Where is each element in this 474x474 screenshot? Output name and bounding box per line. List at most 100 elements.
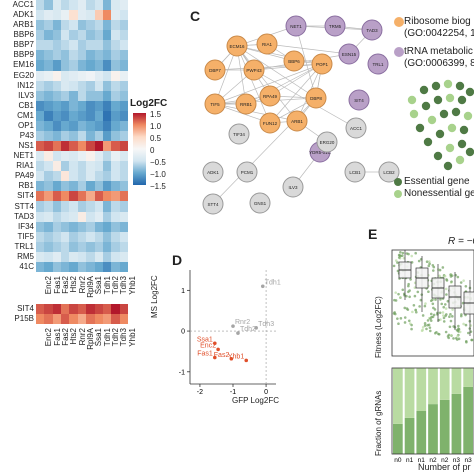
heatmap-cell <box>44 0 54 11</box>
essential-legend-dot <box>394 178 402 186</box>
e-fitness-point <box>407 282 410 286</box>
heatmap-cell <box>69 60 79 71</box>
heatmap-cell <box>44 60 54 71</box>
heatmap-cell <box>111 120 120 132</box>
heatmap-cell <box>119 100 129 112</box>
heatmap-cell <box>86 251 95 263</box>
e-fitness-point <box>394 259 398 262</box>
heatmap-cell <box>52 141 62 152</box>
heatmap-cell <box>102 261 112 273</box>
e-fitness-point <box>423 322 427 325</box>
heatmap-cell <box>44 251 54 263</box>
heatmap-cell <box>61 20 70 31</box>
panel-e-label: E <box>368 226 378 242</box>
heatmap-cell <box>61 221 70 232</box>
panel-d-label: D <box>172 252 183 268</box>
e-fitness-point <box>426 319 430 322</box>
heatmap-cell <box>102 141 112 152</box>
network-node-label: TRL1 <box>372 62 384 67</box>
e-fitness-point <box>394 299 398 302</box>
heatmap-row-label: STT4 <box>14 201 34 211</box>
heatmap-row-label: CB1 <box>18 100 34 110</box>
heatmap-cell <box>69 40 79 51</box>
network-node <box>367 53 389 75</box>
network-node-label: FUN12 <box>263 121 278 126</box>
network-node <box>204 59 226 81</box>
heatmap-cell <box>77 314 87 325</box>
heatmap-cell <box>61 161 70 172</box>
e-fitness-point <box>412 304 416 307</box>
d-point <box>213 355 217 360</box>
heatmap-row-label: IF34 <box>17 221 34 231</box>
heatmap-cell <box>77 120 87 132</box>
heatmap-cell <box>102 251 112 263</box>
e-fitness-point <box>408 289 411 292</box>
heatmap-row-label: TIF5 <box>17 231 34 241</box>
e-fitness-point <box>406 308 410 311</box>
heatmap-row-label: NS1 <box>18 141 34 151</box>
heatmap-cell <box>69 70 79 81</box>
e-fitness-point <box>440 302 444 306</box>
e-x-tick-label: n3 <box>465 457 473 464</box>
d-point <box>236 331 240 335</box>
network-node-label: TAD3 <box>366 28 378 33</box>
e-bar-light <box>404 368 415 418</box>
heatmap-row-label: SIT4 <box>17 191 34 201</box>
heatmap-cell <box>119 110 129 122</box>
network-edge <box>295 25 317 99</box>
heatmap-cell <box>102 100 112 112</box>
e-fitness-point <box>407 319 411 323</box>
heatmap-cell <box>111 70 120 81</box>
gene-node <box>451 107 461 117</box>
heatmap-cell <box>44 211 54 222</box>
heatmap-cell <box>111 191 120 202</box>
heatmap-cell <box>61 231 70 243</box>
heatmap-cell <box>119 231 129 243</box>
heatmap-cell <box>69 181 79 192</box>
e-x-tick-label: n3 <box>453 457 461 464</box>
heatmap-cell <box>119 70 129 81</box>
network-node <box>344 161 366 183</box>
e-fitness-point <box>403 306 407 310</box>
network-node <box>338 43 360 65</box>
e-fitness-point <box>402 256 406 260</box>
network-node-label: ECM16 <box>229 44 245 49</box>
heatmap-cell <box>102 161 112 172</box>
heatmap-cell <box>119 60 129 71</box>
heatmap-cell <box>52 30 62 41</box>
e-fitness-point <box>421 325 425 329</box>
e-fitness-point <box>397 292 400 296</box>
gene-node <box>427 115 437 125</box>
e-fitness-point <box>423 304 427 308</box>
heatmap-cell <box>102 201 112 212</box>
heatmap-cell <box>36 181 45 192</box>
trna-legend-dot <box>394 47 404 57</box>
network-node <box>361 19 383 41</box>
e-fitness-point <box>444 330 448 334</box>
heatmap-cell <box>44 110 54 122</box>
heatmap-cell <box>61 261 70 273</box>
heatmap-cell <box>86 201 95 212</box>
heatmap-cell <box>94 60 104 71</box>
heatmap-cell <box>119 201 129 212</box>
e-fitness-point <box>419 298 423 302</box>
heatmap-cell <box>52 191 62 202</box>
e-fitness-point <box>417 259 421 263</box>
heatmap-cell <box>44 241 54 253</box>
gene-node <box>445 93 455 103</box>
e-bar-dark <box>428 404 438 454</box>
heatmap-cell <box>52 0 62 11</box>
gene-node <box>431 81 441 91</box>
e-fitness-point <box>429 299 433 303</box>
heatmap-cell <box>52 10 62 21</box>
heatmap-row-label: BBP6 <box>13 30 34 40</box>
e-fitness-point <box>451 308 454 311</box>
e-fitness-point <box>418 305 421 308</box>
e-fitness-point <box>452 337 455 340</box>
heatmap-cell <box>52 130 62 142</box>
heatmap-row-label: PA49 <box>15 171 34 181</box>
heatmap-cell <box>86 110 95 122</box>
d-xlabel: GFP Log2FC <box>232 396 279 405</box>
heatmap-cell <box>69 141 79 152</box>
